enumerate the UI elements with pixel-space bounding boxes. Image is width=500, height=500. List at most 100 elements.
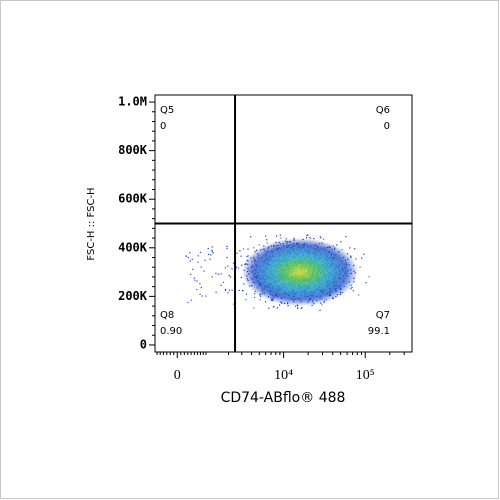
density-cloud [185, 234, 370, 311]
event-dot [350, 288, 352, 290]
event-dot [265, 235, 267, 237]
event-dot [189, 260, 191, 262]
event-dot [199, 283, 201, 285]
event-dot [226, 247, 228, 249]
event-dot [220, 284, 222, 286]
y-axis-label: FSC-H :: FSC-H [86, 187, 97, 260]
event-dot [209, 258, 211, 260]
y-tick-label: 0 [140, 337, 147, 351]
event-dot [266, 239, 268, 241]
event-dot [313, 238, 315, 240]
event-dot [236, 252, 238, 254]
event-dot [301, 307, 303, 309]
event-dot [187, 257, 190, 259]
event-dot [187, 301, 189, 303]
x-tick-label: 10⁴ [274, 368, 293, 383]
event-dot [340, 241, 342, 243]
event-dot [231, 289, 233, 291]
y-tick-label: 800K [118, 143, 148, 157]
event-dot [336, 244, 338, 246]
event-dot [275, 235, 278, 237]
event-dot [200, 286, 202, 289]
event-dot [191, 258, 193, 260]
event-dot [272, 306, 274, 308]
event-dot [222, 281, 225, 283]
event-dot [199, 251, 202, 253]
event-dot [190, 273, 192, 275]
quadrant-value: 0 [384, 121, 390, 132]
event-dot [354, 248, 356, 250]
event-dot [233, 262, 235, 264]
x-tick-label: 0 [174, 368, 181, 383]
event-dot [211, 246, 213, 248]
event-dot [193, 277, 195, 279]
event-dot [239, 250, 241, 252]
event-dot [196, 288, 198, 291]
event-dot [246, 256, 248, 258]
event-dot [197, 255, 199, 257]
event-dot [306, 234, 308, 237]
event-dot [300, 307, 302, 309]
event-dot [305, 237, 308, 239]
event-dot [321, 304, 323, 306]
event-dot [355, 258, 357, 260]
event-dot [194, 279, 196, 281]
event-dot [319, 236, 321, 238]
event-dot [259, 299, 261, 301]
event-dot [241, 264, 243, 266]
event-dot [192, 268, 194, 270]
event-dot [279, 304, 281, 306]
event-dot [310, 237, 312, 239]
event-dot [242, 289, 244, 292]
event-dot [210, 254, 212, 256]
event-dot [247, 255, 249, 257]
event-dot [205, 295, 207, 297]
event-dot [266, 242, 268, 244]
event-dot [285, 238, 287, 240]
event-dot [247, 248, 249, 250]
event-dot [365, 282, 367, 284]
event-dot [211, 251, 213, 253]
event-dot [311, 304, 313, 307]
event-dot [308, 237, 310, 239]
event-dot [307, 234, 309, 236]
event-dot [212, 252, 214, 254]
event-dot [226, 245, 228, 247]
event-dot [228, 289, 231, 291]
event-dot [224, 267, 226, 269]
y-tick-label: 400K [118, 240, 148, 254]
event-dot [240, 277, 242, 279]
event-dot [197, 261, 199, 263]
event-dot [190, 299, 192, 301]
y-tick-label: 1.0M [118, 95, 147, 109]
event-dot [208, 253, 210, 255]
event-dot [253, 307, 255, 309]
event-dot [229, 276, 232, 278]
event-dot [235, 266, 238, 269]
event-dot [189, 252, 191, 254]
event-dot [217, 273, 219, 275]
event-dot [201, 295, 203, 297]
event-dot [245, 299, 247, 301]
event-dot [363, 253, 365, 255]
event-dot [265, 301, 267, 303]
quadrant-name: Q8 [160, 310, 174, 321]
event-dot [280, 237, 282, 239]
event-dot [345, 236, 347, 238]
x-tick-label: 10⁵ [356, 368, 375, 383]
event-dot [351, 286, 353, 288]
event-dot [224, 289, 226, 291]
event-dot [361, 257, 363, 259]
density-core [242, 238, 358, 306]
event-dot [349, 247, 351, 249]
event-dot [294, 305, 296, 307]
event-dot [319, 309, 321, 311]
event-dot [287, 305, 289, 307]
event-dot [225, 288, 227, 290]
y-tick-label: 200K [118, 289, 148, 303]
quadrant-value: 0.90 [160, 326, 182, 337]
event-dot [203, 270, 205, 272]
event-dot [352, 290, 354, 292]
event-dot [250, 236, 252, 238]
